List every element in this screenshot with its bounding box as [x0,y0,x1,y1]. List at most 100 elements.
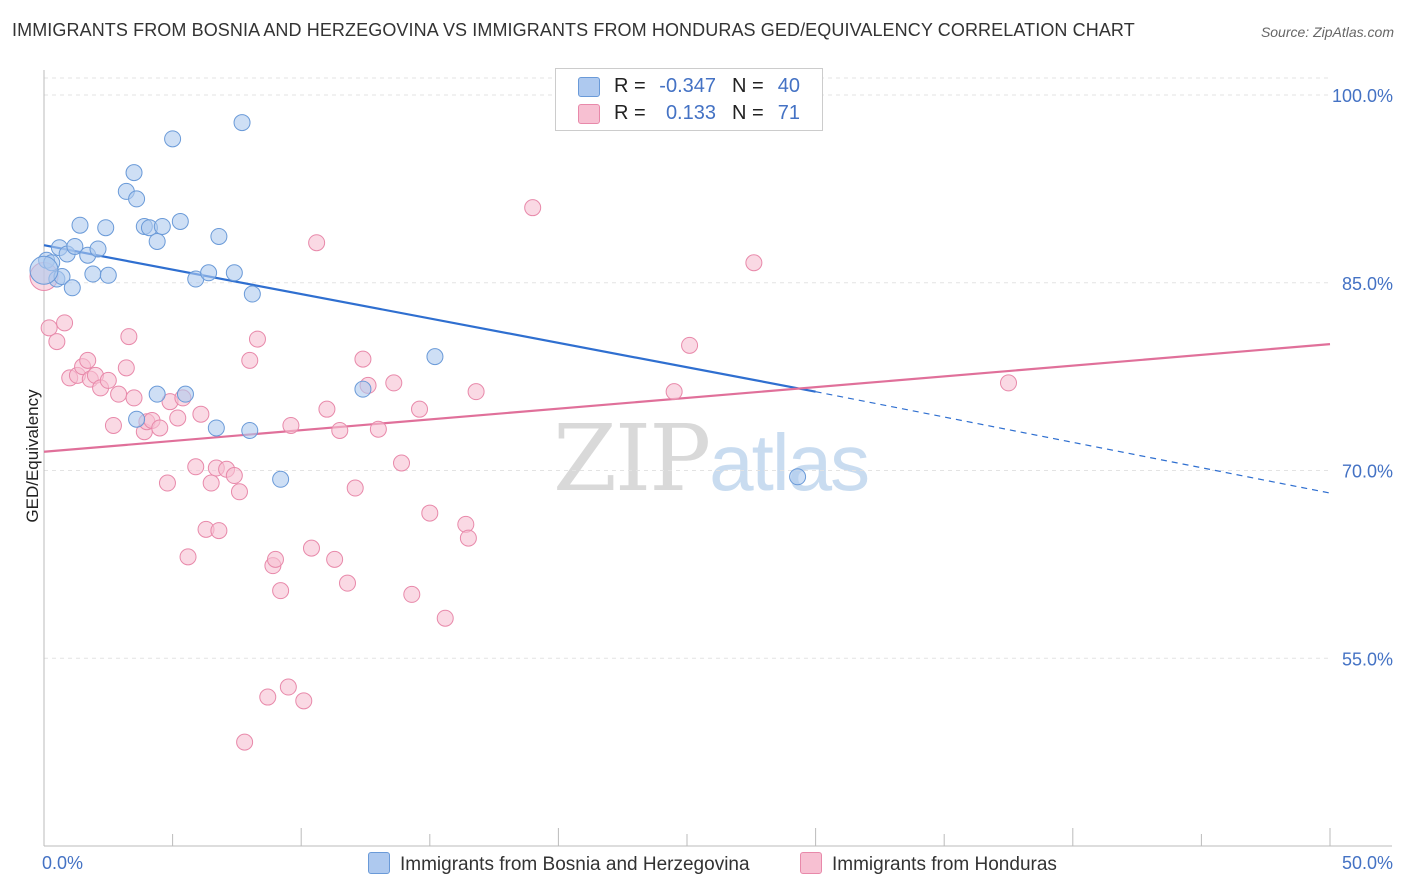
legend-n-value: 71 [777,102,800,124]
legend-item-bosnia: Immigrants from Bosnia and Herzegovina [368,852,750,876]
data-point-bosnia [233,114,251,132]
watermark-atlas: atlas [709,418,870,507]
data-point-honduras [745,254,763,272]
data-point-honduras [308,234,326,252]
data-point-honduras [331,421,349,439]
data-point-honduras [158,474,176,492]
x-tick-label: 0.0% [42,853,83,873]
data-point-bosnia [272,470,290,488]
data-point-bosnia [128,190,146,208]
data-point-bosnia [148,385,166,403]
data-point-honduras [225,467,243,485]
data-point-honduras [354,350,372,368]
legend-n-value: 40 [777,75,800,97]
legend-swatch-blue [368,852,390,874]
legend-r-label: R = [614,75,646,97]
data-point-honduras [338,574,356,592]
legend-r-value: 0.133 [665,102,716,124]
data-point-honduras [120,328,138,346]
correlation-legend: R = -0.347 N = 40 R = 0.133 N = 71 [555,68,823,131]
axes [43,70,1392,847]
data-point-bosnia [84,265,102,283]
data-point-honduras [266,550,284,568]
data-point-honduras [369,420,387,438]
data-point-honduras [117,359,135,377]
data-point-honduras [459,529,477,547]
trend-line-honduras [43,343,1331,453]
data-point-honduras [187,458,205,476]
data-point-bosnia [29,255,59,285]
data-point-bosnia [243,285,261,303]
data-point-honduras [40,319,58,337]
data-point-bosnia [128,410,146,428]
data-point-honduras [248,330,266,348]
data-point-bosnia [125,164,143,182]
data-point-bosnia [426,348,444,366]
legend-swatch-pink [800,852,822,874]
legend-n-label: N = [732,75,764,97]
data-point-bosnia [71,216,89,234]
data-point-honduras [411,400,429,418]
y-axis-label: GED/Equivalency [23,389,42,523]
data-point-bosnia [66,237,84,255]
data-point-bosnia [210,227,228,245]
trend-line-dashed-bosnia [815,391,1331,494]
y-tick-label: 85.0% [1342,274,1393,294]
chart-title: IMMIGRANTS FROM BOSNIA AND HERZEGOVINA V… [12,20,1135,40]
data-point-bosnia [171,212,189,230]
legend-item-honduras: Immigrants from Honduras [800,852,1057,876]
data-point-honduras [436,609,454,627]
data-point-honduras [259,688,277,706]
data-point-honduras [295,692,313,710]
data-point-honduras [125,389,143,407]
data-point-honduras [524,199,542,217]
legend-label-honduras: Immigrants from Honduras [832,854,1057,875]
legend-row-honduras: R = 0.133 N = 71 [556,101,822,127]
data-point-honduras [457,515,475,533]
watermark-zip: ZIP [553,405,711,512]
data-point-honduras [104,416,122,434]
data-point-honduras [202,474,220,492]
data-point-bosnia [207,419,225,437]
data-point-honduras [1000,374,1017,392]
y-tick-label: 55.0% [1342,649,1393,669]
data-point-honduras [179,548,197,566]
data-point-honduras [421,504,439,522]
data-point-honduras [79,351,97,369]
data-point-honduras [210,522,228,540]
legend-n-label: N = [732,102,764,124]
legend-swatch-pink [578,104,600,124]
data-point-honduras [241,351,259,369]
data-point-honduras [56,314,74,332]
data-point-honduras [282,416,300,434]
data-point-honduras [467,383,485,401]
data-point-bosnia [789,468,807,486]
data-point-bosnia [176,385,194,403]
data-point-honduras [48,333,66,351]
data-point-bosnia [148,232,166,250]
data-point-bosnia [225,264,243,282]
trend-lines [43,244,1331,494]
trend-line-bosnia [43,244,816,393]
legend-row-bosnia: R = -0.347 N = 40 [556,74,822,100]
data-point-honduras [192,405,210,423]
data-point-honduras [230,483,248,501]
data-point-bosnia [99,266,117,284]
legend-swatch-blue [578,77,600,97]
data-point-honduras [279,678,297,696]
data-point-honduras [385,374,403,392]
data-point-honduras [272,582,290,600]
data-point-honduras [236,733,254,751]
data-point-honduras [346,479,364,497]
data-point-honduras [681,336,699,354]
data-point-bosnia [354,380,372,398]
data-point-honduras [302,539,320,557]
legend-r-value: -0.347 [659,75,716,97]
data-point-bosnia [164,130,182,148]
watermark: ZIPatlas [553,405,870,512]
data-point-honduras [99,371,117,389]
x-tick-label: 50.0% [1342,853,1393,873]
data-point-bosnia [241,421,259,439]
data-point-honduras [326,550,344,568]
